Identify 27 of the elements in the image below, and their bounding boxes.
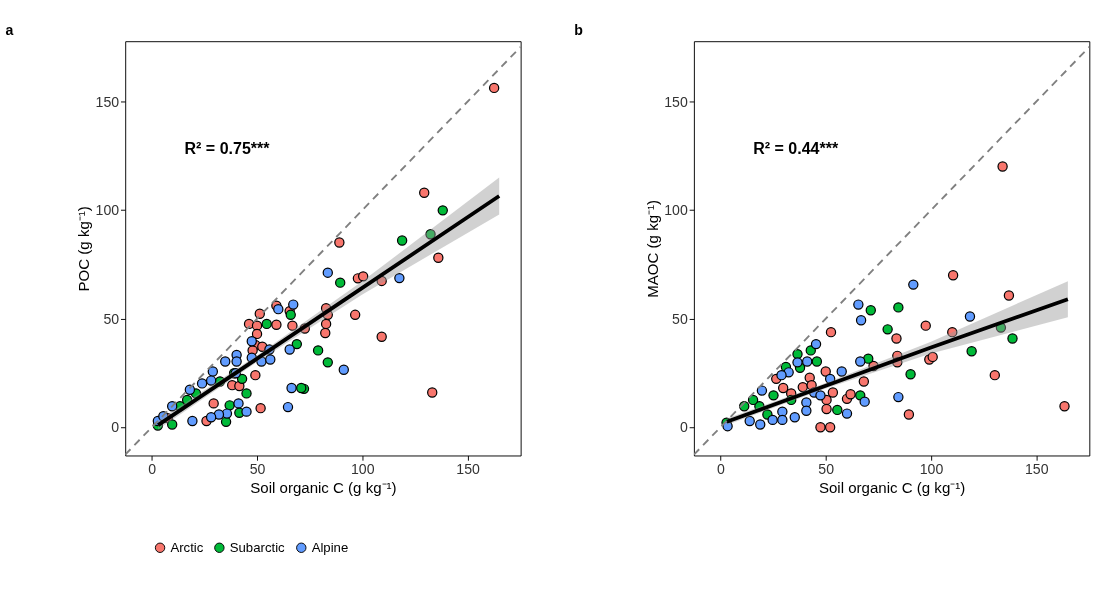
y-tick-label: 100 [95, 202, 120, 219]
y-tick-label: 150 [95, 93, 120, 110]
x-tick-label: 0 [148, 460, 157, 477]
text: a [5, 21, 14, 38]
y-axis-title: MAOC (g kg⁻¹) [643, 199, 661, 298]
y-tick-label: 100 [664, 202, 688, 219]
y-tick-label: 150 [664, 93, 688, 110]
x-tick-label: 150 [1024, 460, 1049, 477]
annotation: R² = 0.75*** [184, 139, 271, 157]
legend-label: Subarctic [229, 539, 286, 555]
x-tick-label: 150 [456, 460, 480, 477]
x-tick-label: 0 [716, 460, 725, 477]
legend-label: Arctic [170, 539, 204, 555]
y-tick-label: 50 [103, 310, 120, 327]
text: b [574, 21, 584, 38]
y-tick-label: 50 [672, 310, 688, 327]
y-tick-label: 0 [111, 419, 120, 436]
x-axis-title: Soil organic C (g kg⁻¹) [250, 478, 397, 496]
x-tick-label: 50 [818, 460, 835, 477]
y-tick-label: 0 [679, 419, 688, 436]
x-axis-title: Soil organic C (g kg⁻¹) [818, 478, 966, 496]
x-tick-label: 100 [919, 460, 944, 477]
x-tick-label: 100 [351, 460, 375, 477]
x-tick-label: 50 [249, 460, 266, 477]
annotation: R² = 0.44*** [753, 139, 839, 157]
y-axis-title: POC (g kg⁻¹) [74, 206, 92, 292]
legend-label: Alpine [311, 539, 349, 555]
